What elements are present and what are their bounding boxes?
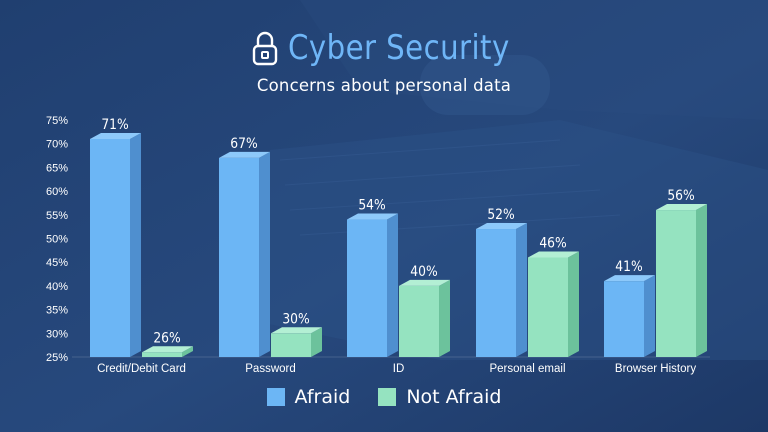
bar-top-afraid: [219, 151, 270, 158]
data-label: 30%: [282, 312, 309, 328]
x-category-label: Browser History: [615, 363, 696, 375]
bar-afraid: [347, 219, 387, 357]
y-tick-label: 45%: [46, 257, 68, 269]
data-label: 46%: [539, 236, 566, 252]
bar-top-afraid: [347, 213, 398, 220]
bar-top-not-afraid: [142, 346, 193, 353]
x-category-label: ID: [393, 363, 405, 375]
y-tick-label: 65%: [46, 162, 68, 174]
y-tick-label: 40%: [46, 281, 68, 293]
bar-side-afraid: [259, 151, 270, 357]
bar-afraid: [90, 138, 130, 357]
bar-top-afraid: [90, 132, 141, 139]
bar-not-afraid: [656, 210, 696, 357]
bar-not-afraid: [399, 285, 439, 357]
data-label: 41%: [615, 259, 642, 275]
bar-side-afraid: [130, 132, 141, 357]
data-label: 54%: [358, 198, 385, 214]
bar-not-afraid: [142, 352, 182, 357]
page-title: Cyber Security: [288, 28, 510, 68]
bar-side-afraid: [644, 275, 655, 357]
legend-label-not-afraid: Not Afraid: [406, 386, 502, 408]
bar-side-afraid: [387, 213, 398, 357]
page-subtitle: Concerns about personal data: [256, 76, 512, 95]
x-category-label: Password: [245, 363, 296, 375]
bar-side-afraid: [516, 223, 527, 357]
bar-side-not-afraid: [439, 279, 450, 357]
data-label: 67%: [230, 136, 257, 152]
y-tick-label: 70%: [46, 139, 68, 151]
legend-item-not-afraid: Not Afraid: [378, 386, 501, 408]
title-row: Cyber Security: [0, 26, 768, 70]
bar-top-afraid: [476, 223, 527, 230]
y-tick-label: 25%: [46, 352, 68, 364]
bar-side-not-afraid: [182, 346, 193, 357]
bar-top-not-afraid: [399, 279, 450, 286]
y-tick-label: 30%: [46, 328, 68, 340]
data-label: 26%: [153, 331, 180, 347]
x-category-label: Personal email: [489, 363, 565, 375]
bar-not-afraid: [528, 257, 568, 357]
bar-afraid: [604, 281, 644, 357]
bar-afraid: [219, 157, 259, 357]
legend-label-afraid: Afraid: [294, 386, 351, 408]
data-label: 52%: [487, 207, 514, 223]
chart-legend: Afraid Not Afraid: [0, 383, 768, 411]
lock-icon: [252, 31, 278, 66]
bar-side-not-afraid: [311, 327, 322, 357]
y-tick-label: 60%: [46, 186, 68, 198]
y-tick-label: 75%: [46, 115, 68, 127]
bar-side-not-afraid: [568, 251, 579, 357]
bar-top-not-afraid: [656, 204, 707, 211]
bar-top-afraid: [604, 275, 655, 282]
legend-swatch-not-afraid: [378, 388, 397, 406]
data-label: 56%: [667, 188, 694, 204]
y-tick-label: 55%: [46, 210, 68, 222]
data-label: 40%: [410, 264, 437, 280]
legend-item-afraid: Afraid: [266, 386, 351, 408]
bar-top-not-afraid: [271, 327, 322, 334]
x-category-label: Credit/Debit Card: [97, 363, 186, 375]
data-label: 71%: [101, 117, 128, 133]
bar-not-afraid: [271, 333, 311, 357]
legend-swatch-afraid: [266, 388, 285, 406]
y-tick-label: 35%: [46, 305, 68, 317]
bar-top-not-afraid: [528, 251, 579, 258]
bar-side-not-afraid: [696, 204, 707, 357]
bar-afraid: [476, 229, 516, 357]
y-tick-label: 50%: [46, 234, 68, 246]
